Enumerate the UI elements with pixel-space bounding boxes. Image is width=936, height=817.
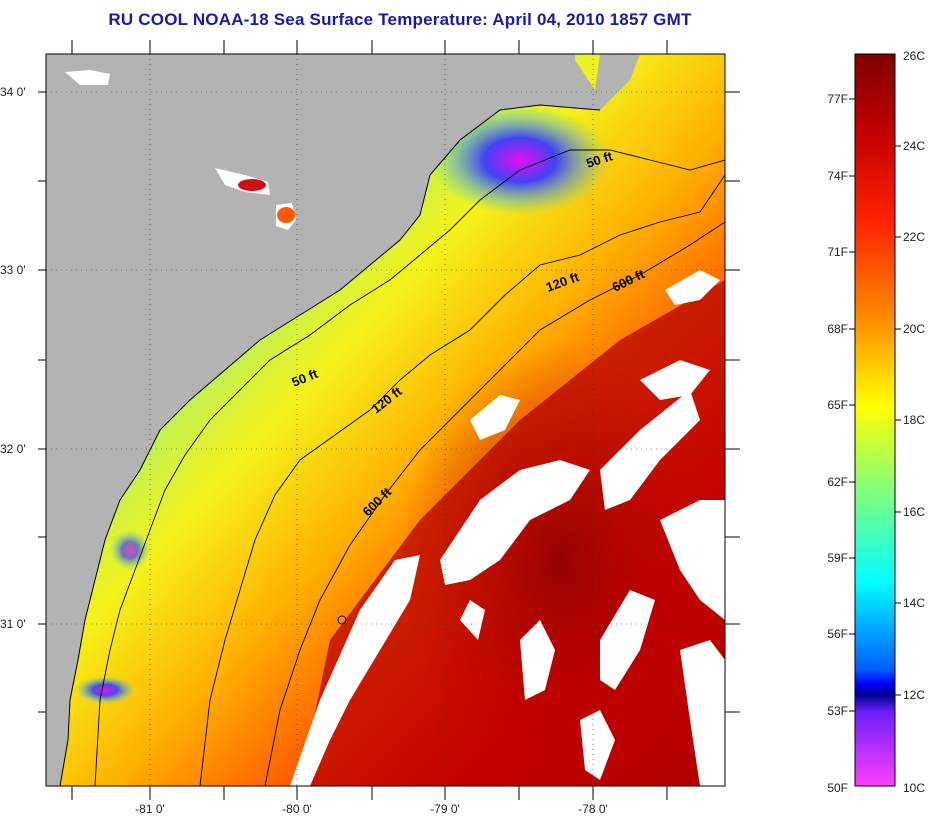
lon-label: -81 0' — [135, 802, 165, 816]
lon-label: -80 0' — [282, 802, 312, 816]
colorbar-celsius-label: 24C — [903, 139, 925, 153]
map-grid — [46, 54, 725, 786]
inland-lake-3 — [65, 70, 110, 85]
colorbar-celsius-label: 16C — [903, 505, 925, 519]
cold-water-patch-south — [75, 676, 135, 704]
lat-label: 33 0' — [0, 263, 26, 277]
colorbar-fahrenheit-label: 62F — [827, 475, 848, 489]
coastline — [59, 104, 601, 786]
colorbar-celsius-label: 26C — [903, 49, 925, 63]
colorbar-fahrenheit-label: 56F — [827, 627, 848, 641]
colorbar-celsius-label: 10C — [903, 781, 925, 795]
inland-lake-2-warm — [277, 207, 295, 223]
contour-50ft — [94, 149, 725, 786]
colorbar-fahrenheit-label: 53F — [827, 704, 848, 718]
colorbar-celsius-label: 22C — [903, 230, 925, 244]
colorbar-fahrenheit-label: 71F — [827, 245, 848, 259]
latitude-labels: 34 0' 33 0' 32 0' 31 0' — [0, 85, 26, 631]
colorbar-fahrenheit-label: 50F — [827, 781, 848, 795]
contour-600ft — [264, 221, 725, 786]
map-ticks — [38, 40, 740, 800]
longitude-labels: -81 0' -80 0' -79 0' -78 0' — [135, 802, 608, 816]
outer-banks-land — [595, 54, 640, 110]
colorbar-fahrenheit-label: 65F — [827, 398, 848, 412]
map-frame — [45, 53, 726, 787]
cloud-mask — [290, 270, 725, 786]
map-area — [46, 54, 725, 786]
colorbar-celsius-label: 18C — [903, 413, 925, 427]
lat-label: 31 0' — [0, 617, 26, 631]
cold-water-patch-mid — [110, 530, 150, 570]
colorbar: 26C 24C 22C 20C 18C 16C 14C 12C 10C 77F … — [827, 49, 925, 795]
cold-water-patch — [430, 105, 610, 215]
chart-title: RU COOL NOAA-18 Sea Surface Temperature:… — [108, 10, 692, 29]
lon-label: -79 0' — [430, 802, 460, 816]
lat-label: 34 0' — [0, 85, 26, 99]
colorbar-celsius-label: 12C — [903, 688, 925, 702]
colorbar-gradient — [854, 53, 896, 787]
land-mass — [46, 54, 600, 786]
colorbar-celsius-label: 14C — [903, 596, 925, 610]
lon-label: -78 0' — [578, 802, 608, 816]
colorbar-fahrenheit-label: 74F — [827, 169, 848, 183]
lat-label: 32 0' — [0, 442, 26, 456]
colorbar-fahrenheit-label: 59F — [827, 551, 848, 565]
colorbar-fahrenheit-label: 68F — [827, 322, 848, 336]
inland-lake-1-warm — [238, 179, 266, 191]
contour-120ft — [199, 174, 725, 786]
colorbar-celsius-label: 20C — [903, 322, 925, 336]
colorbar-fahrenheit-label: 77F — [827, 92, 848, 106]
